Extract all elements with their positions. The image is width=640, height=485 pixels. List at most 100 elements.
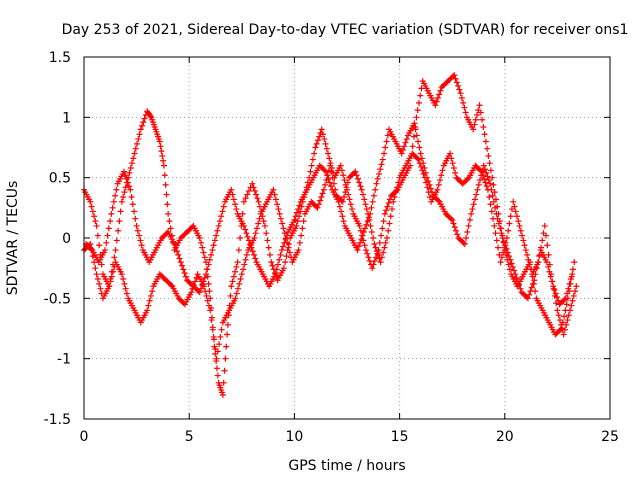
data-point-interp	[313, 140, 320, 147]
data-point-interp	[449, 160, 456, 167]
data-point-interp	[381, 244, 388, 251]
data-point-interp	[111, 254, 118, 261]
data-point-interp	[415, 99, 422, 106]
data-point	[449, 216, 456, 223]
data-point-interp	[565, 285, 572, 292]
data-point-interp	[486, 160, 493, 167]
data-point-interp	[365, 254, 372, 261]
data-point-interp	[254, 195, 261, 202]
data-point-interp	[483, 169, 490, 176]
data-point-interp	[240, 266, 247, 273]
data-point-interp	[205, 280, 212, 287]
data-point	[112, 247, 119, 254]
data-point	[255, 198, 262, 205]
data-point-interp	[545, 263, 552, 270]
data-point	[499, 235, 506, 241]
data-point-interp	[181, 269, 188, 276]
data-point-interp	[473, 191, 480, 198]
data-point	[524, 295, 531, 302]
data-point-interp	[321, 167, 328, 174]
data-point	[512, 271, 519, 278]
data-point-interp	[242, 195, 249, 202]
data-point-interp	[370, 192, 377, 199]
data-point-interp	[425, 178, 432, 185]
data-point-interp	[375, 171, 382, 178]
data-point-interp	[478, 172, 485, 179]
x-tick-label: 15	[391, 429, 409, 445]
data-point-interp	[237, 276, 244, 283]
data-point-interp	[395, 179, 402, 186]
data-point-interp	[456, 86, 463, 93]
data-point-interp	[275, 206, 282, 213]
data-point	[522, 247, 529, 254]
data-point-interp	[299, 225, 306, 232]
data-point-interp	[357, 183, 364, 190]
data-point-interp	[517, 285, 524, 292]
data-point-interp	[131, 208, 138, 215]
data-point	[106, 283, 113, 290]
data-point	[272, 271, 279, 278]
data-point	[291, 216, 298, 223]
data-point-interp	[483, 183, 490, 190]
data-point-interp	[243, 251, 250, 258]
data-point-interp	[210, 242, 217, 249]
data-point-interp	[296, 239, 303, 246]
data-point-interp	[253, 191, 260, 198]
data-point-interp	[232, 268, 239, 275]
data-point-interp	[200, 249, 207, 256]
data-point-interp	[485, 152, 492, 159]
data-point-interp	[413, 132, 420, 139]
data-point	[569, 271, 576, 278]
data-point-interp	[439, 167, 446, 174]
data-point-interp	[570, 292, 577, 299]
data-point-interp	[336, 203, 343, 210]
data-point-interp	[253, 225, 260, 232]
data-point-interp	[161, 172, 168, 179]
data-point-interp	[282, 236, 289, 243]
data-point	[137, 126, 144, 133]
data-point-interp	[206, 256, 213, 263]
data-point-interp	[378, 161, 385, 168]
data-point-interp	[132, 145, 139, 152]
data-point	[379, 156, 386, 163]
data-point-interp	[471, 196, 478, 203]
data-point	[276, 210, 283, 217]
data-point-interp	[365, 214, 372, 221]
data-point-interp	[172, 244, 179, 251]
data-point-interp	[429, 189, 436, 196]
data-point-interp	[452, 169, 459, 176]
data-point-interp	[481, 175, 488, 182]
data-point	[207, 307, 214, 314]
data-point-interp	[213, 232, 220, 239]
data-point-interp	[201, 254, 208, 261]
data-point	[325, 150, 332, 157]
data-point-interp	[135, 136, 142, 143]
data-point-interp	[511, 267, 518, 274]
data-point	[322, 168, 329, 175]
data-point-interp	[295, 206, 302, 213]
data-point	[373, 180, 380, 187]
data-point	[234, 259, 241, 266]
data-point-interp	[109, 204, 116, 211]
data-point-interp	[230, 196, 237, 203]
data-point-interp	[409, 143, 416, 150]
data-point-interp	[418, 163, 425, 170]
data-point-interp	[141, 115, 148, 122]
data-point	[196, 289, 203, 296]
data-point	[411, 120, 418, 127]
data-point-interp	[514, 213, 521, 220]
data-point	[367, 210, 374, 217]
data-point-interp	[384, 132, 391, 139]
data-point-interp	[236, 280, 243, 287]
data-point-interp	[318, 193, 325, 200]
data-point-interp	[105, 225, 112, 232]
data-point-interp	[416, 144, 423, 151]
data-point-interp	[552, 290, 559, 297]
data-point-interp	[250, 184, 257, 191]
data-point-interp	[158, 148, 165, 155]
data-point-interp	[242, 256, 249, 263]
data-point-interp	[321, 136, 328, 143]
data-point-interp	[532, 271, 539, 278]
data-point-interp	[324, 172, 331, 179]
data-point-interp	[122, 285, 129, 292]
